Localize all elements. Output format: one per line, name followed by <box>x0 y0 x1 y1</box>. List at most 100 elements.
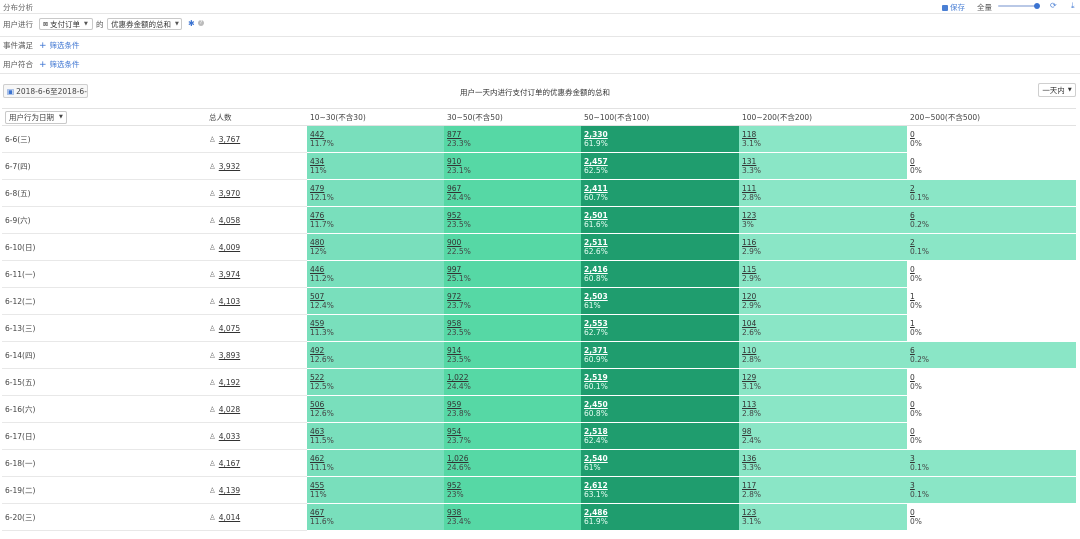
total-link[interactable]: 3,932 <box>218 161 241 171</box>
total-link[interactable]: 3,970 <box>218 188 241 198</box>
bucket-count-link[interactable]: 2,501 <box>584 211 608 220</box>
bucket-count-link[interactable]: 900 <box>447 238 462 247</box>
bucket-count-link[interactable]: 952 <box>447 211 462 220</box>
bucket-count-link[interactable]: 480 <box>310 238 325 247</box>
bucket-count-link[interactable]: 2,612 <box>584 481 608 490</box>
bucket-count-link[interactable]: 2,330 <box>584 130 608 139</box>
metric-select[interactable]: 优惠券金额的总和 ▼ <box>107 18 182 30</box>
bucket-count-link[interactable]: 3 <box>910 481 915 490</box>
bucket-count-link[interactable]: 959 <box>447 400 462 409</box>
bucket-count-link[interactable]: 0 <box>910 508 915 517</box>
bucket-count-link[interactable]: 2 <box>910 184 915 193</box>
bucket-count-link[interactable]: 967 <box>447 184 462 193</box>
bucket-count-link[interactable]: 954 <box>447 427 462 436</box>
bucket-count-link[interactable]: 2,371 <box>584 346 608 355</box>
bucket-count-link[interactable]: 2,518 <box>584 427 608 436</box>
bucket-count-link[interactable]: 958 <box>447 319 462 328</box>
bucket-count-link[interactable]: 104 <box>742 319 757 328</box>
bucket-count-link[interactable]: 2,457 <box>584 157 608 166</box>
bucket-count-link[interactable]: 506 <box>310 400 325 409</box>
help-icon[interactable]: ? <box>198 20 204 26</box>
bucket-count-link[interactable]: 111 <box>742 184 757 193</box>
bucket-count-link[interactable]: 0 <box>910 130 915 139</box>
bucket-count-link[interactable]: 462 <box>310 454 325 463</box>
bucket-count-link[interactable]: 2,553 <box>584 319 608 328</box>
bucket-count-link[interactable]: 0 <box>910 373 915 382</box>
bucket-count-link[interactable]: 131 <box>742 157 757 166</box>
bucket-count-link[interactable]: 6 <box>910 346 915 355</box>
bucket-count-link[interactable]: 997 <box>447 265 462 274</box>
bucket-count-link[interactable]: 123 <box>742 508 757 517</box>
bucket-count-link[interactable]: 136 <box>742 454 757 463</box>
event-select[interactable]: ⊠ 支付订单 ▼ <box>39 18 93 30</box>
total-link[interactable]: 4,014 <box>218 512 241 522</box>
bucket-count-link[interactable]: 2,486 <box>584 508 608 517</box>
bucket-count-link[interactable]: 0 <box>910 157 915 166</box>
bucket-count-link[interactable]: 2,511 <box>584 238 608 247</box>
bucket-count-link[interactable]: 476 <box>310 211 325 220</box>
bucket-count-link[interactable]: 507 <box>310 292 325 301</box>
total-link[interactable]: 4,028 <box>218 404 241 414</box>
bucket-count-link[interactable]: 98 <box>742 427 752 436</box>
total-link[interactable]: 4,192 <box>218 377 241 387</box>
bucket-count-link[interactable]: 1 <box>910 319 915 328</box>
slider-knob[interactable] <box>1034 3 1040 9</box>
bucket-count-link[interactable]: 110 <box>742 346 757 355</box>
bucket-count-link[interactable]: 2,411 <box>584 184 608 193</box>
total-link[interactable]: 3,767 <box>218 134 241 144</box>
date-range-picker[interactable]: ▣ 2018-6-6至2018-6-2( <box>3 84 88 98</box>
bucket-count-link[interactable]: 118 <box>742 130 757 139</box>
bucket-count-link[interactable]: 3 <box>910 454 915 463</box>
bucket-count-link[interactable]: 938 <box>447 508 462 517</box>
bucket-count-link[interactable]: 2,450 <box>584 400 608 409</box>
total-link[interactable]: 4,167 <box>218 458 241 468</box>
bucket-count-link[interactable]: 0 <box>910 400 915 409</box>
total-link[interactable]: 4,033 <box>218 431 241 441</box>
download-icon[interactable]: ⤓ <box>1071 1 1075 10</box>
granularity-select[interactable]: 一天内 ▼ <box>1038 83 1076 97</box>
bucket-count-link[interactable]: 123 <box>742 211 757 220</box>
bucket-count-link[interactable]: 522 <box>310 373 325 382</box>
bucket-count-link[interactable]: 117 <box>742 481 757 490</box>
bucket-count-link[interactable]: 455 <box>310 481 325 490</box>
total-link[interactable]: 4,103 <box>218 296 241 306</box>
bucket-count-link[interactable]: 434 <box>310 157 325 166</box>
refresh-icon[interactable]: ⟳ <box>1050 1 1057 10</box>
bucket-count-link[interactable]: 2,416 <box>584 265 608 274</box>
bucket-count-link[interactable]: 1 <box>910 292 915 301</box>
add-user-filter-button[interactable]: + 筛选条件 <box>39 59 80 70</box>
bucket-count-link[interactable]: 2,540 <box>584 454 608 463</box>
bucket-count-link[interactable]: 972 <box>447 292 462 301</box>
bucket-count-link[interactable]: 910 <box>447 157 462 166</box>
total-link[interactable]: 4,009 <box>218 242 241 252</box>
bucket-count-link[interactable]: 479 <box>310 184 325 193</box>
bucket-count-link[interactable]: 2,519 <box>584 373 608 382</box>
bucket-count-link[interactable]: 914 <box>447 346 462 355</box>
dimension-select[interactable]: 用户行为日期 ▼ <box>5 110 67 124</box>
bucket-count-link[interactable]: 6 <box>910 211 915 220</box>
save-button[interactable]: 保存 <box>942 2 965 13</box>
bucket-count-link[interactable]: 2,503 <box>584 292 608 301</box>
bucket-count-link[interactable]: 463 <box>310 427 325 436</box>
sampling-slider[interactable] <box>998 3 1040 9</box>
bucket-count-link[interactable]: 0 <box>910 265 915 274</box>
bucket-count-link[interactable]: 116 <box>742 238 757 247</box>
bucket-count-link[interactable]: 129 <box>742 373 757 382</box>
total-link[interactable]: 3,893 <box>218 350 241 360</box>
total-link[interactable]: 4,058 <box>218 215 241 225</box>
bucket-count-link[interactable]: 442 <box>310 130 325 139</box>
gear-icon[interactable]: ✱ <box>188 19 195 28</box>
bucket-count-link[interactable]: 952 <box>447 481 462 490</box>
bucket-count-link[interactable]: 446 <box>310 265 325 274</box>
bucket-count-link[interactable]: 492 <box>310 346 325 355</box>
bucket-count-link[interactable]: 113 <box>742 400 757 409</box>
bucket-count-link[interactable]: 467 <box>310 508 325 517</box>
bucket-count-link[interactable]: 120 <box>742 292 757 301</box>
total-link[interactable]: 4,139 <box>218 485 241 495</box>
bucket-count-link[interactable]: 459 <box>310 319 325 328</box>
add-event-filter-button[interactable]: + 筛选条件 <box>39 40 80 51</box>
bucket-count-link[interactable]: 877 <box>447 130 462 139</box>
bucket-count-link[interactable]: 115 <box>742 265 757 274</box>
total-link[interactable]: 3,974 <box>218 269 241 279</box>
total-link[interactable]: 4,075 <box>218 323 241 333</box>
